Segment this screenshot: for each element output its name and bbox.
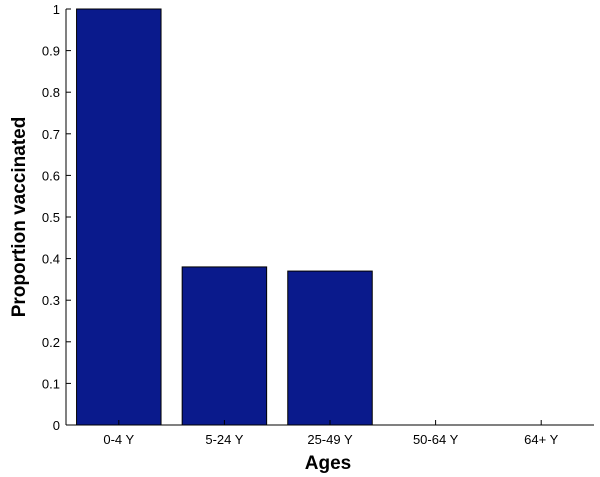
x-axis-title: Ages	[305, 453, 351, 474]
x-tick-label: 0-4 Y	[103, 432, 134, 447]
x-tick-label: 5-24 Y	[205, 432, 243, 447]
y-tick-label: 1	[53, 2, 60, 17]
bar-2	[181, 266, 268, 426]
y-tick-label: 0.9	[42, 44, 60, 59]
y-ticks-group: 0 0.1 0.2 0.3 0.4 0.5 0.6 0.7 0.8 0.9 1	[42, 2, 71, 433]
y-tick-label: 0.1	[42, 376, 60, 391]
y-tick-label: 0.6	[42, 168, 60, 183]
y-tick-label: 0.7	[42, 127, 60, 142]
bar-3	[287, 270, 373, 426]
y-axis-title: Proportion vaccinated	[9, 117, 30, 318]
y-tick-label: 0.4	[42, 252, 60, 267]
x-tick-label: 25-49 Y	[307, 432, 353, 447]
y-tick-label: 0.8	[42, 85, 60, 100]
bar-1	[76, 8, 162, 426]
bars-group	[76, 8, 373, 426]
y-tick-label: 0.5	[42, 210, 60, 225]
y-tick-label: 0.3	[42, 293, 60, 308]
x-ticks-group: 0-4 Y 5-24 Y 25-49 Y 50-64 Y 64+ Y	[103, 420, 559, 447]
x-tick-label: 50-64 Y	[413, 432, 459, 447]
x-tick-label: 64+ Y	[524, 432, 558, 447]
y-tick-label: 0	[53, 418, 60, 433]
y-tick-label: 0.2	[42, 335, 60, 350]
